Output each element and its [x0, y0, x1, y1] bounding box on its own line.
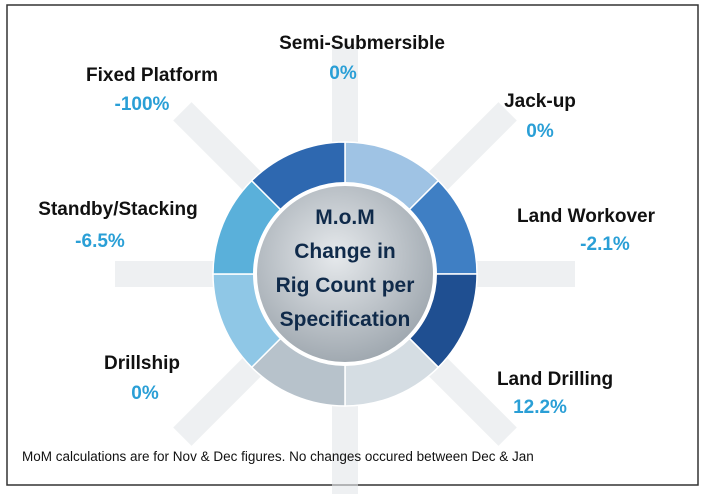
segment-label: Fixed Platform [86, 65, 218, 86]
segment-label: Standby/Stacking [38, 199, 197, 220]
page: {"center_title": ["M.o.M", "Change in", … [0, 0, 709, 494]
segment-value: 0% [526, 121, 554, 142]
center-title-line: Specification [280, 308, 411, 331]
segment-label: Land Workover [517, 206, 656, 227]
segment-label: Semi-Submersible [279, 33, 445, 54]
segment-value: -100% [115, 94, 170, 115]
segment-label: Land Drilling [497, 369, 613, 390]
center-title-line: Rig Count per [276, 274, 415, 297]
segment-value: 12.2% [513, 397, 567, 418]
segment-value: -6.5% [75, 231, 125, 252]
segment-label: Drillship [104, 353, 180, 374]
segment-value: 0% [131, 383, 159, 404]
segment-label: Jack-up [504, 91, 576, 112]
center-title-line: M.o.M [315, 206, 374, 229]
center-title-line: Change in [294, 240, 396, 263]
segment-value: 0% [329, 63, 357, 84]
footnote: MoM calculations are for Nov & Dec figur… [22, 449, 534, 464]
segment-value: -2.1% [580, 234, 630, 255]
infographic: M.o.M Change in Rig Count per Specification… [0, 0, 709, 494]
